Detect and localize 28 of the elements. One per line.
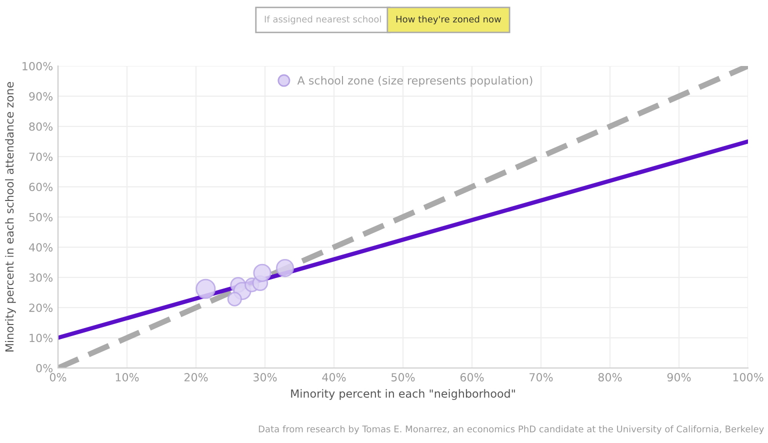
y-tick-label: 90% xyxy=(29,92,53,101)
x-tick-label: 90% xyxy=(667,373,691,382)
x-tick-label: 60% xyxy=(460,373,484,382)
y-tick-label: 20% xyxy=(29,304,53,312)
y-tick-label: 60% xyxy=(29,182,53,192)
x-tick-label: 0% xyxy=(50,373,66,382)
y-tick-label: 40% xyxy=(28,243,53,252)
text: How they're zoned now xyxy=(396,16,502,24)
y-tick-label: 0% xyxy=(36,364,53,372)
y-tick-label: 30% xyxy=(29,273,53,282)
x-tick-label: 80% xyxy=(598,373,622,382)
y-tick-label: 80% xyxy=(29,122,53,131)
x-tick-label: 40% xyxy=(322,373,346,382)
x-tick-label: 50% xyxy=(392,373,415,382)
y-tick-label: 70% xyxy=(29,152,53,161)
x-tick-label: 30% xyxy=(254,373,277,382)
legend-label: A school zone (size represents population) xyxy=(297,76,532,87)
text: Data from research by Tomas E. Monarrez, an economics PhD candidate at the University of California, Berkeley xyxy=(258,425,764,434)
x-tick-label: 100% xyxy=(733,373,764,382)
x-tick-label: 20% xyxy=(184,373,208,382)
text: If assigned nearest school xyxy=(264,16,381,24)
y-tick-label: 50% xyxy=(29,212,53,222)
x-tick-label: 70% xyxy=(530,373,553,382)
y-tick-label: 10% xyxy=(30,334,53,342)
y-tick-label: 100% xyxy=(22,62,53,70)
x-axis-title: Minority percent in each "neighborhood" xyxy=(291,389,515,400)
y-axis-title: Minority percent in each school attendance zone xyxy=(5,82,16,352)
x-tick-label: 10% xyxy=(116,373,139,382)
